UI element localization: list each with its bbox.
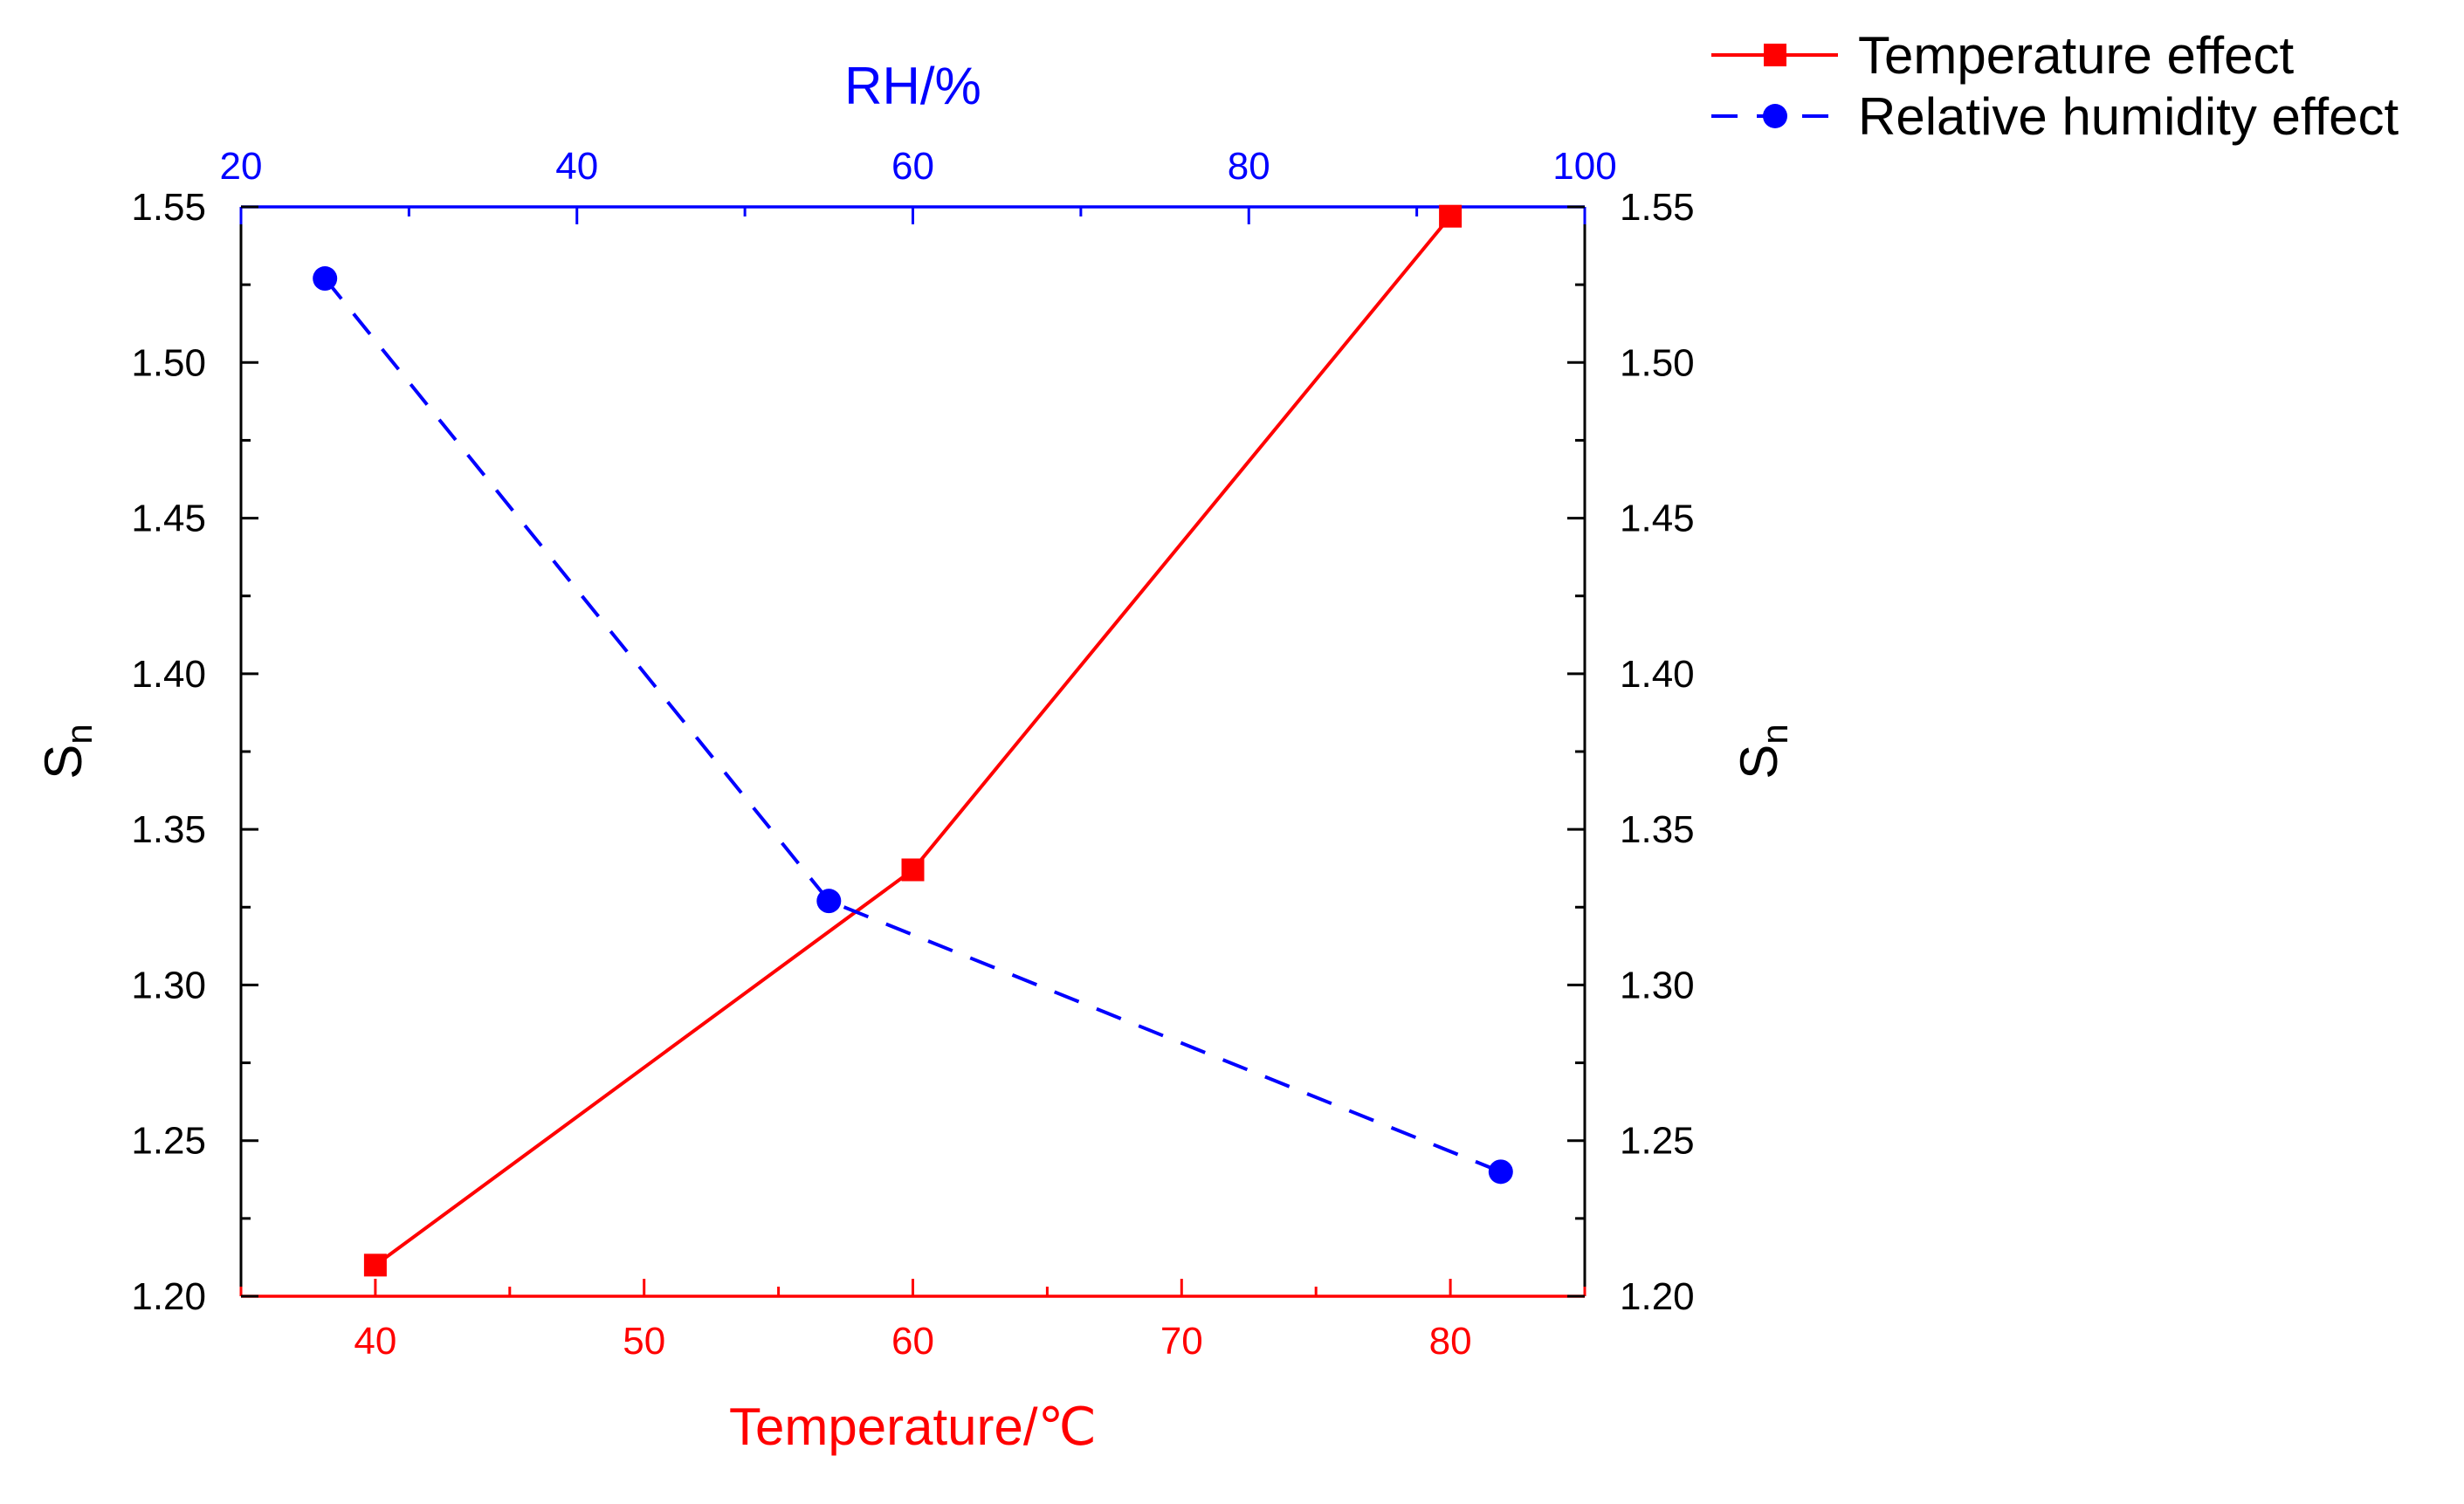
legend-marker-square [1764, 44, 1786, 66]
top-tick-label: 80 [1228, 145, 1270, 188]
left-axis-title-main: S [34, 745, 93, 779]
top-axis-title: RH/% [844, 57, 981, 115]
left-tick-label: 1.50 [131, 341, 206, 384]
right-tick-label: 1.20 [1620, 1275, 1695, 1318]
legend-label: Relative humidity effect [1858, 87, 2399, 146]
axes-layer: 40 50 60 70 80 Temperature/℃ 20 40 60 80 100 RH/% 1.… [34, 57, 1795, 1456]
right-axis-title-subscript: n [1754, 724, 1795, 744]
legend-label: Temperature effect [1858, 26, 2294, 85]
right-tick-label: 1.30 [1620, 964, 1695, 1006]
data-point-square [901, 858, 925, 882]
right-tick-label: 1.35 [1620, 808, 1695, 851]
bottom-tick-label: 50 [623, 1320, 665, 1363]
left-tick-label: 1.55 [131, 186, 206, 229]
right-tick-label: 1.40 [1620, 653, 1695, 696]
data-point-circle [313, 266, 338, 292]
left-tick-label: 1.45 [131, 498, 206, 540]
legend-marker-circle [1763, 104, 1787, 128]
data-point-square [363, 1253, 387, 1277]
right-tick-label: 1.25 [1620, 1120, 1695, 1163]
top-tick-label: 40 [555, 145, 598, 188]
bottom-tick-label: 70 [1160, 1320, 1203, 1363]
series-line-0 [374, 215, 1452, 1267]
data-point-circle [1488, 1159, 1513, 1185]
data-point-square [1439, 204, 1463, 228]
bottom-axis-title: Temperature/℃ [729, 1398, 1097, 1456]
left-tick-label: 1.35 [131, 808, 206, 851]
series-layer [313, 204, 1513, 1277]
right-tick-label: 1.50 [1620, 341, 1695, 384]
bottom-tick-label: 60 [891, 1320, 934, 1363]
top-tick-label: 20 [220, 145, 263, 188]
series-line-1 [323, 277, 1502, 1174]
left-axis-title: Sn [34, 724, 100, 779]
top-tick-label: 60 [891, 145, 934, 188]
right-axis-title-main: S [1730, 745, 1788, 779]
left-tick-label: 1.30 [131, 964, 206, 1006]
bottom-tick-label: 40 [354, 1320, 396, 1363]
left-tick-label: 1.25 [131, 1120, 206, 1163]
right-tick-label: 1.45 [1620, 498, 1695, 540]
bottom-tick-label: 80 [1429, 1320, 1472, 1363]
top-tick-label: 100 [1552, 145, 1616, 188]
data-point-circle [816, 889, 842, 914]
left-axis-title-subscript: n [59, 724, 100, 744]
left-tick-label: 1.40 [131, 653, 206, 696]
left-tick-label: 1.20 [131, 1275, 206, 1318]
right-tick-label: 1.55 [1620, 186, 1695, 229]
right-axis-title: Sn [1730, 724, 1795, 779]
